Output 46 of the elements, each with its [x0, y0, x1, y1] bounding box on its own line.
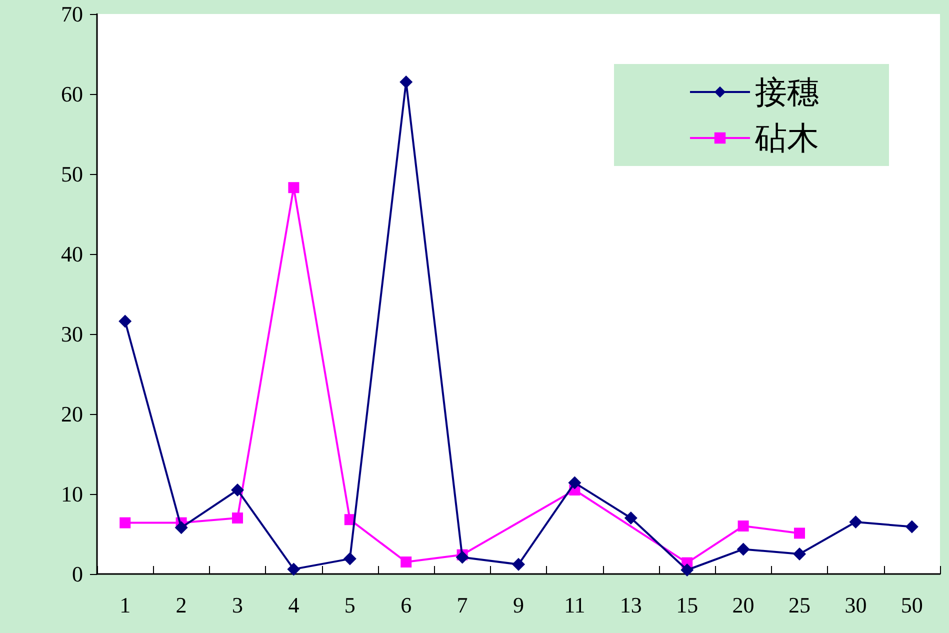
y-tick-label: 0	[72, 562, 83, 586]
point	[343, 552, 356, 566]
point	[231, 484, 244, 496]
y-tick-label: 50	[61, 162, 83, 186]
x-tick-label: 3	[232, 592, 243, 618]
legend-label: 接穗	[755, 73, 819, 111]
y-tick-label: 60	[61, 82, 83, 106]
x-tick-label: 4	[288, 592, 300, 618]
point	[400, 76, 413, 88]
y-tick-label: 10	[61, 482, 83, 506]
point	[512, 558, 525, 571]
point	[118, 314, 132, 328]
x-tick-label: 6	[400, 592, 412, 618]
x-tick-label: 11	[564, 592, 586, 618]
x-tick-label: 13	[620, 592, 642, 618]
point	[287, 562, 300, 576]
x-tick-label: 9	[513, 592, 524, 618]
y-tick-label: 30	[61, 322, 83, 346]
x-tick-label: 1	[120, 592, 131, 618]
x-tick-label: 15	[676, 592, 698, 618]
y-tick-label: 40	[61, 242, 83, 266]
point	[568, 476, 582, 490]
point	[232, 512, 243, 524]
x-tick-label: 2	[176, 592, 187, 618]
point	[680, 564, 694, 576]
point	[400, 556, 412, 568]
x-tick-label: 7	[456, 592, 468, 618]
y-tick-label: 20	[61, 402, 83, 426]
point	[120, 517, 131, 528]
x-tick-label: 20	[732, 592, 754, 618]
x-tick-label: 50	[900, 592, 923, 618]
point	[736, 542, 750, 556]
x-tick-label: 5	[344, 592, 356, 618]
point	[794, 528, 805, 539]
point	[624, 512, 638, 524]
point	[288, 182, 300, 194]
x-tick-label: 30	[844, 592, 867, 618]
point	[793, 548, 806, 560]
point	[905, 520, 918, 534]
point	[456, 550, 469, 564]
point	[174, 521, 188, 534]
y-tick-label: 70	[61, 2, 83, 26]
legend-label: 砧木	[754, 119, 819, 157]
point	[849, 516, 862, 528]
x-tick-label: 25	[788, 592, 810, 618]
point	[738, 520, 749, 532]
